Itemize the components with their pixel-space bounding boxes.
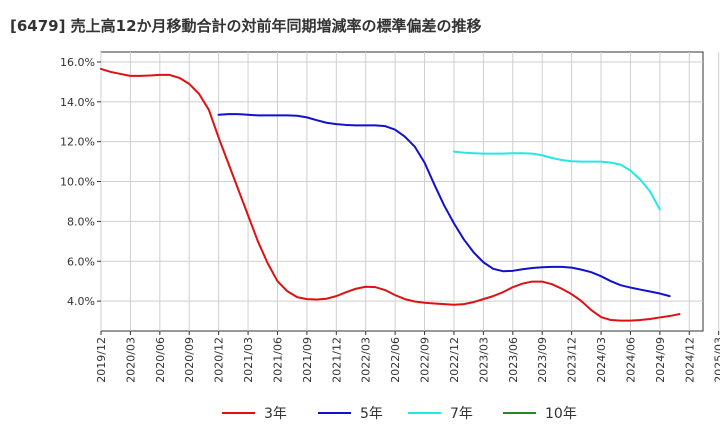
y-axis: 4.0% 6.0% 8.0% 10.0% 12.0% 14.0% 16.0%: [60, 56, 101, 308]
plot-area: [100, 51, 704, 332]
x-tick-label: 2024/09: [654, 337, 667, 383]
legend-label: 10年: [545, 406, 577, 422]
x-tick-label: 2020/12: [213, 337, 226, 383]
series-line-2: [452, 150, 661, 211]
series-line-1: [217, 113, 671, 298]
x-axis: 2019/12 2020/03 2020/06 2020/09 2020/12 2021/…: [95, 331, 720, 383]
chart-title: [6479] 売上高12か月移動合計の対前年同期増減率の標準偏差の推移: [10, 17, 482, 35]
x-tick-label: 2019/12: [95, 337, 108, 383]
x-tick-label: 2022/09: [419, 337, 432, 383]
x-tick-label: 2023/03: [477, 337, 490, 383]
legend: 3年 5年 7年 10年: [222, 406, 577, 422]
y-tick-label: 14.0%: [60, 96, 95, 109]
grid: [100, 52, 720, 331]
series-line-0: [100, 67, 681, 322]
x-tick-label: 2021/09: [301, 337, 314, 383]
x-tick-label: 2020/03: [124, 337, 137, 383]
x-tick-label: 2025/03: [713, 337, 720, 383]
x-tick-label: 2024/06: [624, 337, 637, 383]
x-tick-label: 2023/12: [566, 337, 579, 383]
x-tick-label: 2022/03: [360, 337, 373, 383]
y-tick-label: 6.0%: [67, 255, 95, 268]
y-tick-label: 12.0%: [60, 136, 95, 149]
x-tick-label: 2022/06: [389, 337, 402, 383]
x-tick-label: 2023/09: [536, 337, 549, 383]
x-tick-label: 2020/06: [154, 337, 167, 383]
legend-label: 5年: [360, 406, 383, 422]
x-tick-label: 2021/06: [271, 337, 284, 383]
x-tick-label: 2022/12: [448, 337, 461, 383]
y-tick-label: 4.0%: [67, 295, 95, 308]
y-tick-label: 8.0%: [67, 215, 95, 228]
x-tick-label: 2020/09: [183, 337, 196, 383]
series-lines: [100, 67, 681, 322]
x-tick-label: 2024/03: [595, 337, 608, 383]
x-tick-label: 2024/12: [683, 337, 696, 383]
legend-label: 3年: [264, 406, 287, 422]
x-tick-label: 2023/06: [507, 337, 520, 383]
legend-label: 7年: [450, 406, 473, 422]
y-tick-label: 10.0%: [60, 176, 95, 189]
y-tick-label: 16.0%: [60, 56, 95, 69]
x-tick-label: 2021/03: [242, 337, 255, 383]
x-tick-label: 2021/12: [330, 337, 343, 383]
